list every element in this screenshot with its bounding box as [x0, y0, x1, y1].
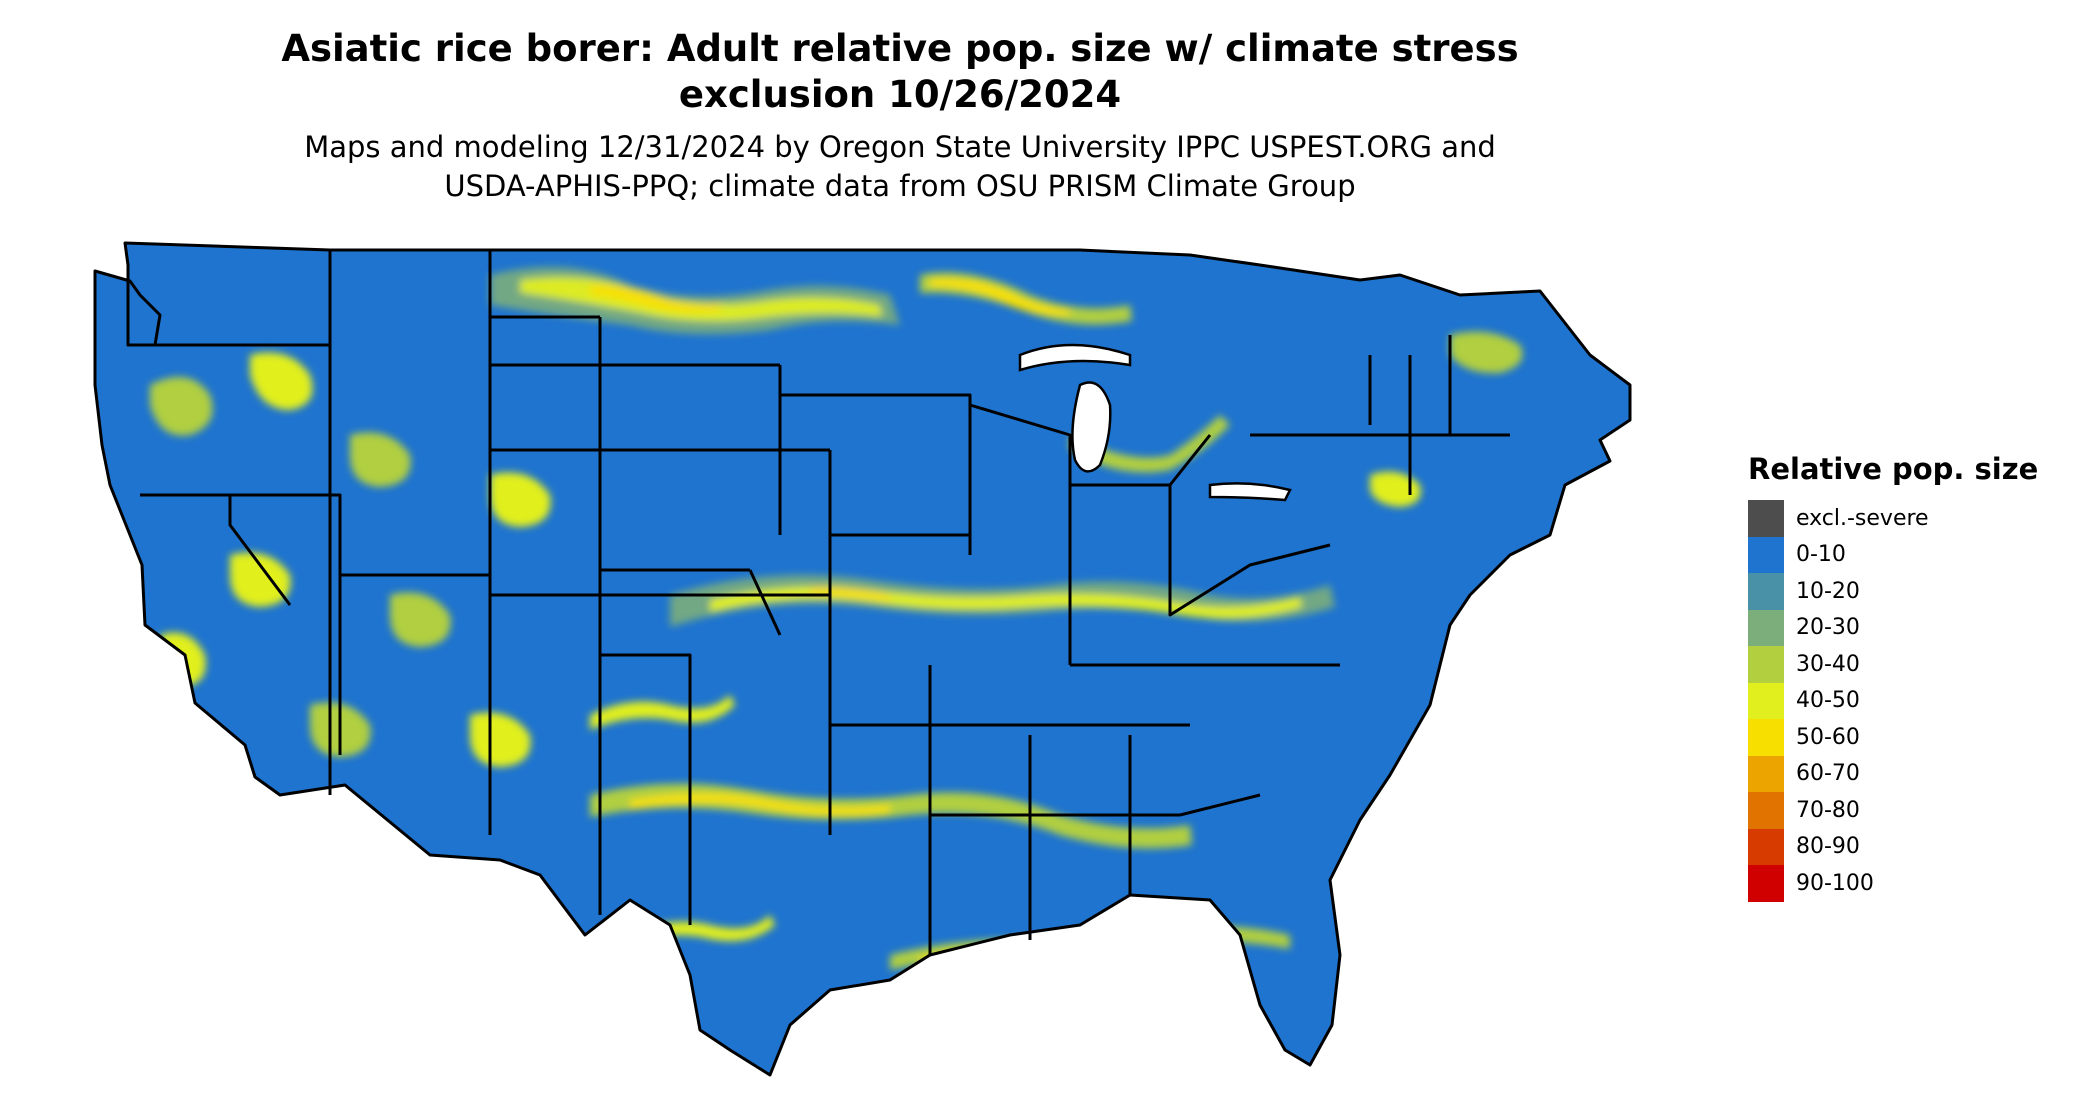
legend-label: 0-10: [1796, 542, 1846, 568]
legend-swatch: [1748, 865, 1784, 902]
legend-label: 60-70: [1796, 761, 1860, 787]
legend-item: 30-40: [1748, 646, 2038, 683]
legend-label: 80-90: [1796, 834, 1860, 860]
title-line-1: Asiatic rice borer: Adult relative pop. …: [281, 27, 1519, 70]
legend-item: 50-60: [1748, 719, 2038, 756]
legend-item: excl.-severe: [1748, 500, 2038, 537]
legend-item: 40-50: [1748, 682, 2038, 719]
legend-label: 70-80: [1796, 797, 1860, 823]
legend-rows: excl.-severe 0-10 10-20 20-30 30-40 40-50 50-6…: [1748, 500, 2038, 902]
legend-swatch: [1748, 828, 1784, 865]
us-map-svg: [93, 241, 1632, 1077]
legend-swatch: [1748, 682, 1784, 719]
legend-swatch: [1748, 792, 1784, 829]
legend-label: 20-30: [1796, 615, 1860, 641]
legend-swatch: [1748, 646, 1784, 683]
legend-label: 90-100: [1796, 870, 1874, 896]
subtitle-line-2: USDA-APHIS-PPQ; climate data from OSU PR…: [444, 169, 1356, 203]
legend: Relative pop. size excl.-severe 0-10 10-20…: [1748, 452, 2038, 902]
legend-item: 90-100: [1748, 865, 2038, 902]
legend-item: 10-20: [1748, 573, 2038, 610]
legend-title: Relative pop. size: [1748, 452, 2039, 486]
subtitle-line-1: Maps and modeling 12/31/2024 by Oregon S…: [304, 130, 1496, 164]
legend-swatch: [1748, 609, 1784, 646]
legend-swatch: [1748, 719, 1784, 756]
legend-label: 50-60: [1796, 724, 1860, 750]
legend-item: 20-30: [1748, 609, 2038, 646]
great-lakes: [1018, 343, 1292, 502]
us-landmass: [95, 243, 1630, 1075]
legend-swatch: [1748, 755, 1784, 792]
legend-item: 60-70: [1748, 755, 2038, 792]
legend-item: 80-90: [1748, 828, 2038, 865]
legend-swatch: [1748, 500, 1784, 537]
legend-item: 0-10: [1748, 536, 2038, 573]
legend-label: excl.-severe: [1796, 505, 1929, 531]
legend-swatch: [1748, 573, 1784, 610]
legend-item: 70-80: [1748, 792, 2038, 829]
title-line-2: exclusion 10/26/2024: [678, 73, 1122, 116]
state-borders: [93, 241, 1632, 1077]
map-subtitle: Maps and modeling 12/31/2024 by Oregon S…: [0, 128, 1800, 206]
legend-swatch: [1748, 536, 1784, 573]
legend-label: 10-20: [1796, 578, 1860, 604]
us-map: [70, 235, 1720, 1115]
legend-label: 40-50: [1796, 688, 1860, 714]
legend-label: 30-40: [1796, 651, 1860, 677]
map-title: Asiatic rice borer: Adult relative pop. …: [0, 26, 1800, 118]
